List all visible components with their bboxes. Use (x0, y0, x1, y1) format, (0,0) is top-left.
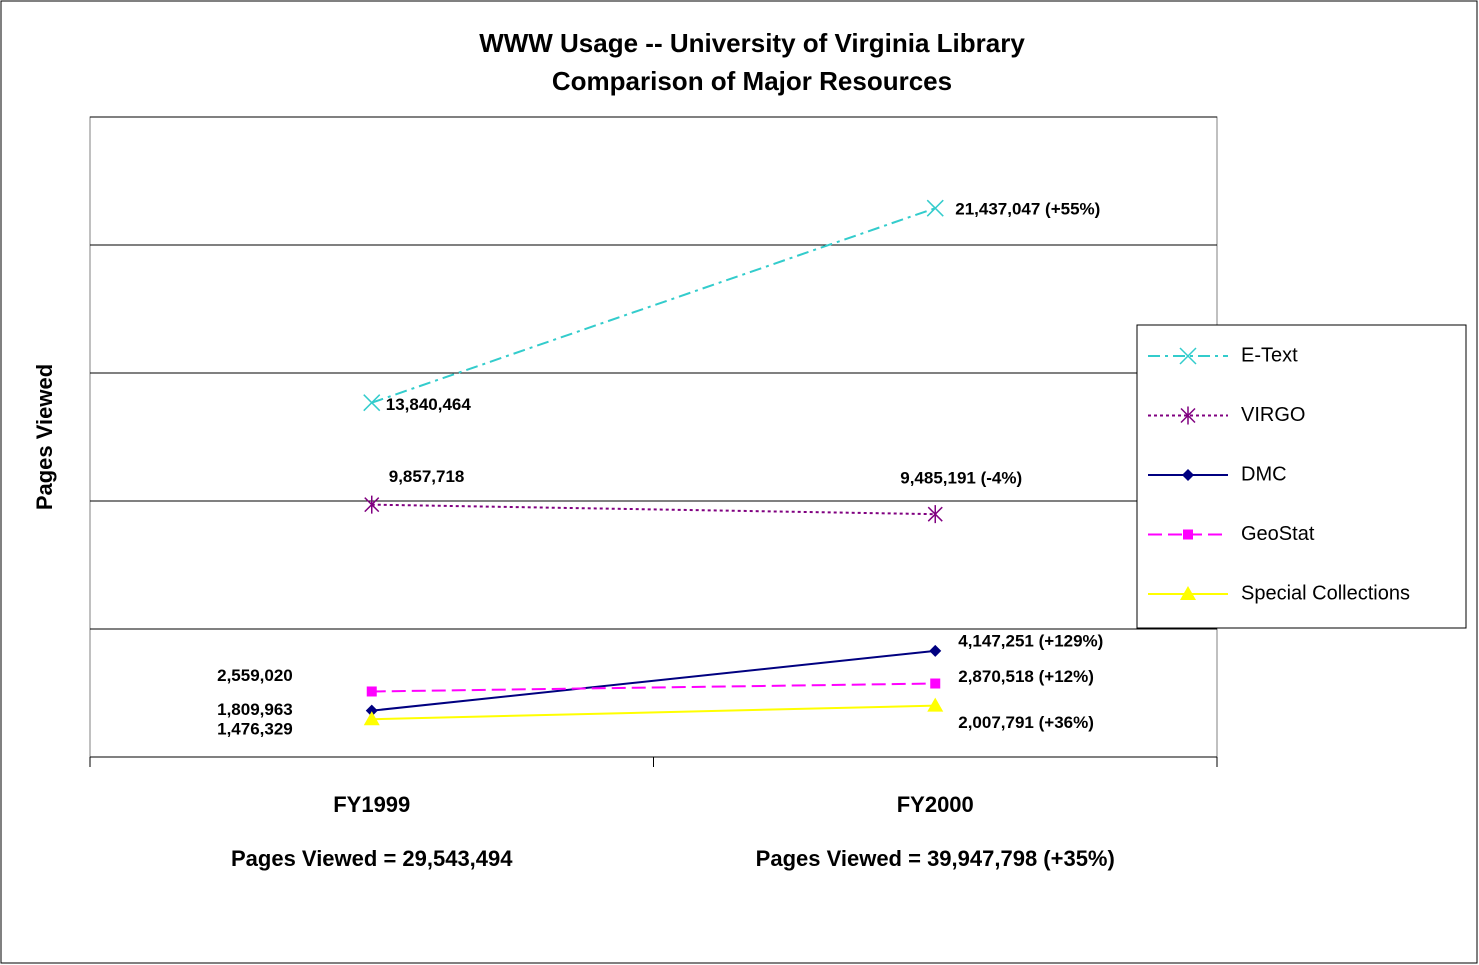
marker (926, 199, 944, 217)
marker (930, 678, 941, 689)
data-label: 1,476,329 (217, 720, 293, 739)
data-label: 13,840,464 (386, 395, 472, 414)
series-line (371, 682, 936, 693)
legend-label: GeoStat (1241, 523, 1315, 545)
data-label: 21,437,047 (+55%) (955, 200, 1100, 219)
chart-subtitle: Comparison of Major Resources (552, 66, 952, 96)
category-note: Pages Viewed = 39,947,798 (+35%) (756, 846, 1115, 871)
legend-marker (1182, 469, 1194, 481)
marker (365, 704, 378, 717)
marker (927, 505, 943, 524)
marker (927, 697, 944, 712)
data-label: 2,007,791 (+36%) (958, 713, 1094, 732)
chart-title: WWW Usage -- University of Virginia Libr… (479, 28, 1025, 58)
plot-area (89, 116, 1218, 758)
x-tick-label: FY1999 (333, 792, 410, 817)
series-line (371, 704, 936, 721)
data-label: 4,147,251 (+129%) (958, 631, 1103, 650)
data-label: 9,857,718 (389, 467, 465, 486)
marker (929, 644, 942, 657)
series-line (371, 649, 936, 712)
data-label: 1,809,963 (217, 700, 293, 719)
marker (364, 495, 380, 514)
marker (366, 686, 377, 697)
x-tick-label: FY2000 (897, 792, 974, 817)
marker (363, 711, 380, 726)
legend-label: VIRGO (1241, 404, 1305, 426)
data-label: 9,485,191 (-4%) (900, 469, 1022, 488)
legend: E-Text VIRGO DMC GeoStat Special Collections (1136, 324, 1467, 629)
legend-marker (1179, 347, 1197, 365)
legend-marker (1183, 529, 1193, 540)
legend-label: Special Collections (1241, 582, 1410, 604)
legend-marker (1180, 586, 1196, 600)
category-note: Pages Viewed = 29,543,494 (231, 846, 513, 871)
data-label: 2,559,020 (217, 666, 293, 685)
legend-marker (1180, 406, 1196, 425)
marker (363, 394, 381, 412)
legend-label: E-Text (1241, 344, 1298, 366)
legend-label: DMC (1241, 463, 1287, 485)
y-axis-label: Pages Viewed (32, 364, 57, 510)
data-label: 2,870,518 (+12%) (958, 667, 1094, 686)
series-line (371, 503, 936, 516)
